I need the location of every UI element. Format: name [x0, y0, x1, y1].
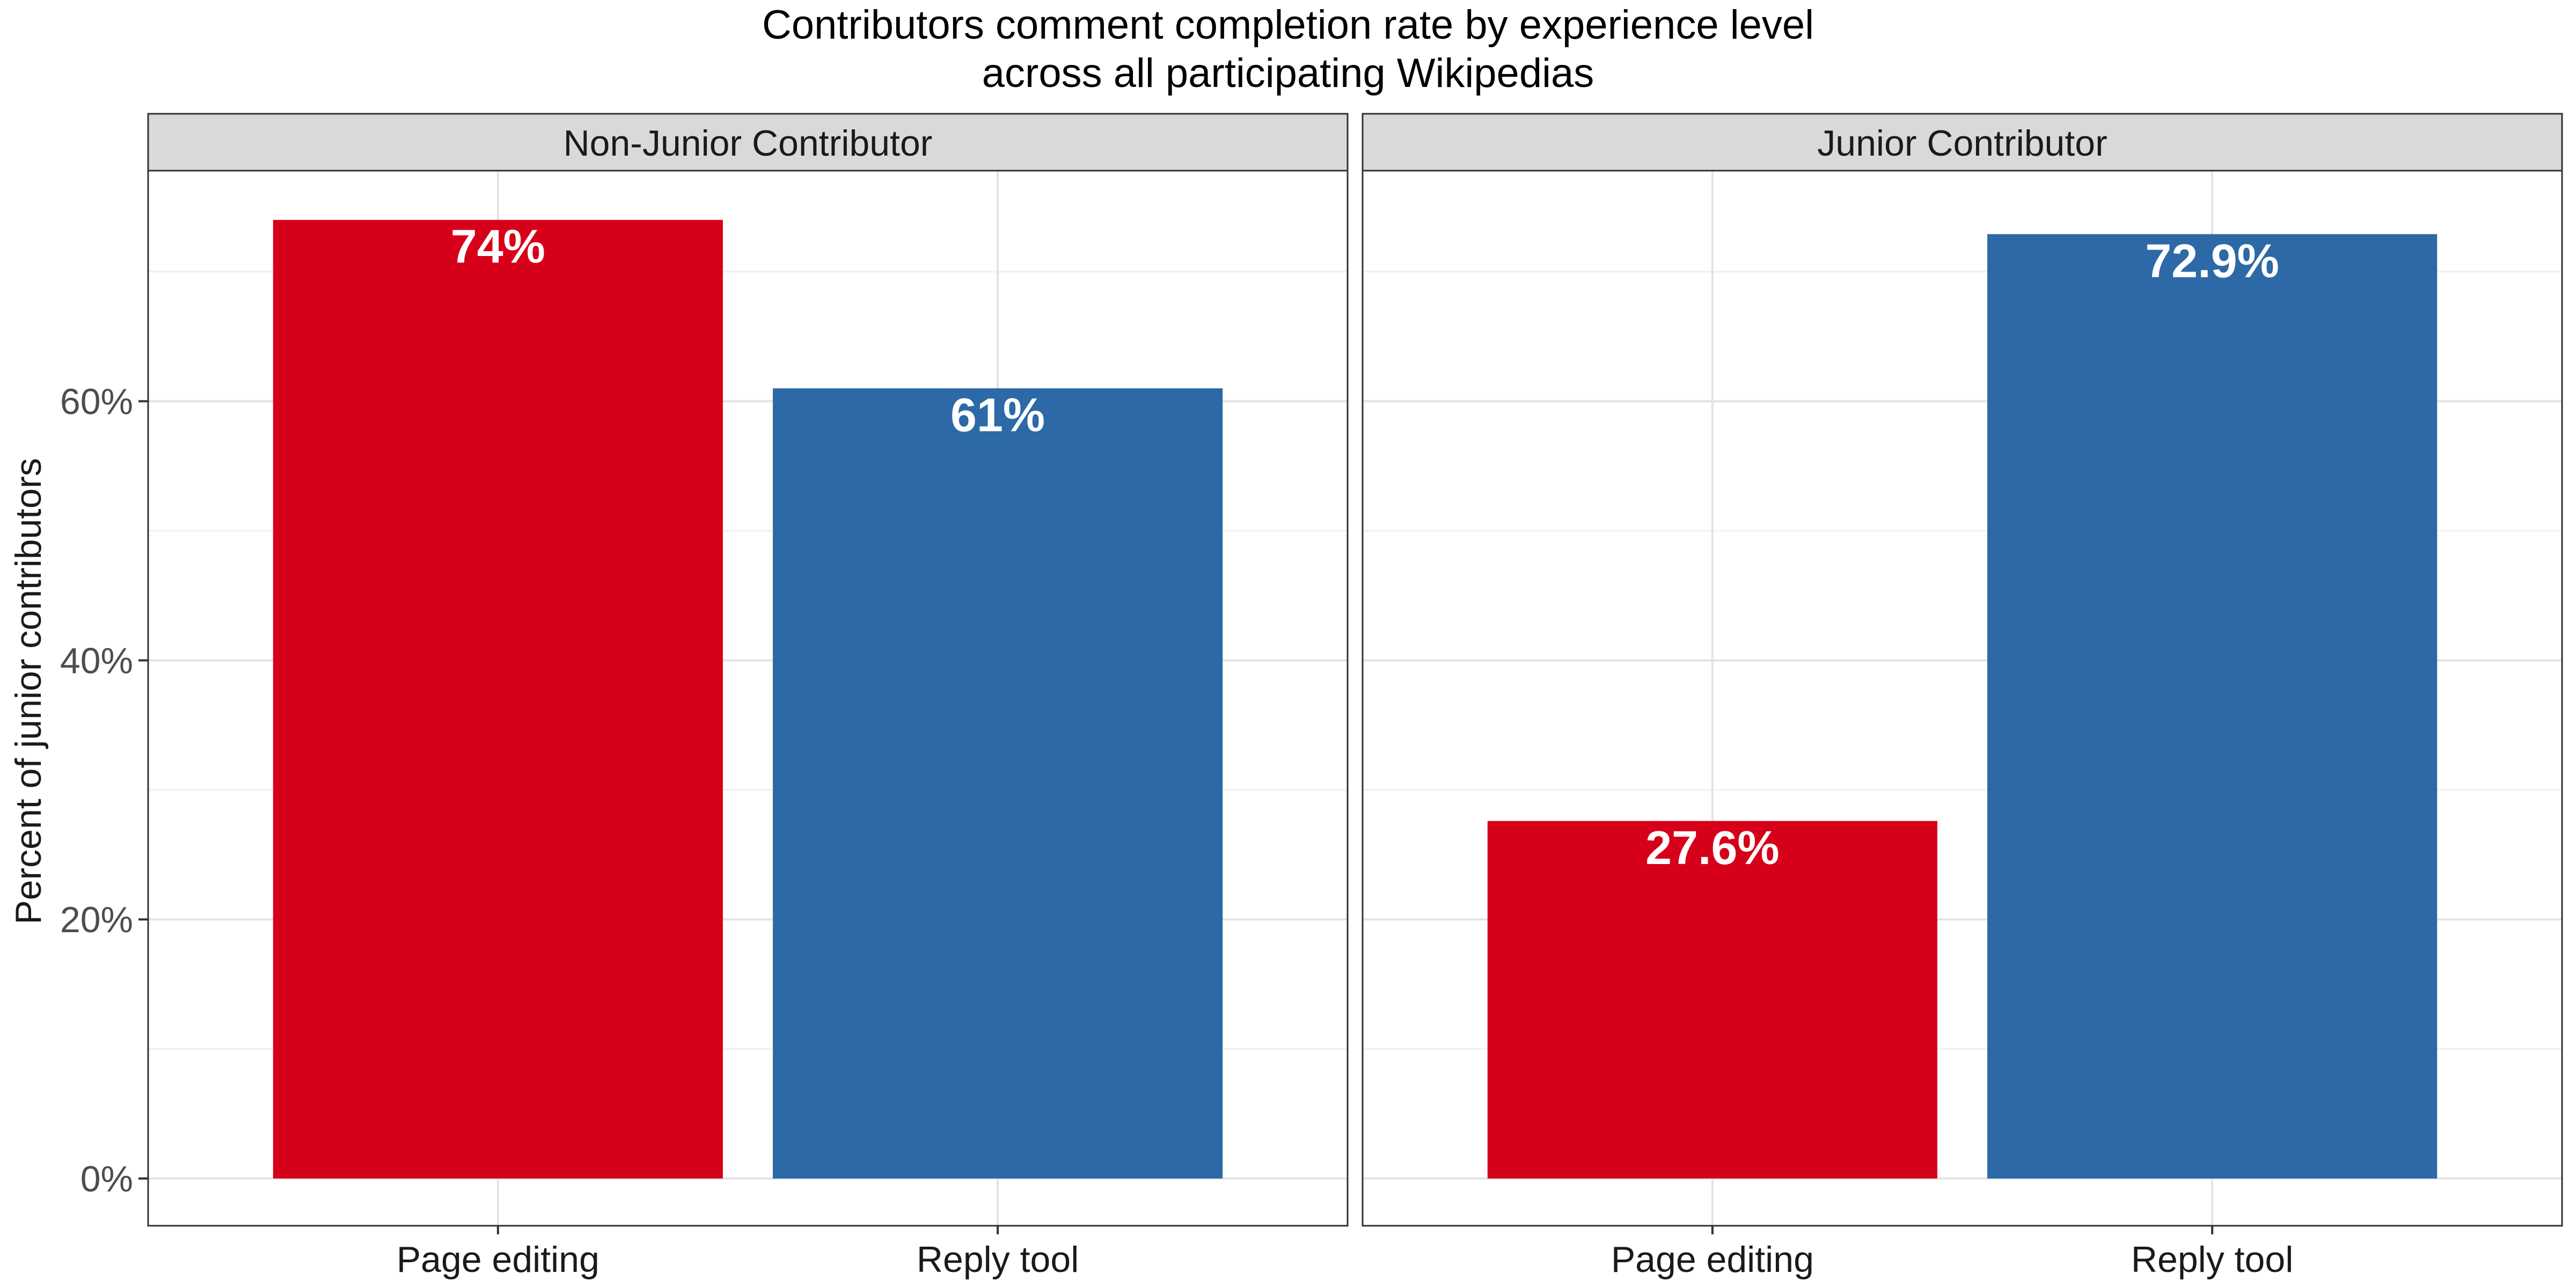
chart-panels: Non-Junior Contributor 74% Page editing 61%…: [147, 113, 2563, 1280]
x-tick-label: Page editing: [397, 1239, 599, 1280]
y-tick-label: 60%: [60, 382, 133, 422]
y-tick-label: 0%: [80, 1159, 133, 1199]
y-axis: 0% 20% 40% 60%: [60, 382, 148, 1199]
bar-value-label: 74%: [451, 220, 545, 273]
bar-value-label: 61%: [950, 389, 1045, 442]
x-tick-label: Reply tool: [917, 1239, 1079, 1280]
facet-panel: Junior Contributor 27.6% Page editing 72.9%…: [1362, 113, 2563, 1280]
bar: [273, 219, 723, 1179]
y-axis-title: Percent of junior contributors: [8, 458, 49, 924]
chart-title-line-2: across all participating Wikipedias: [982, 50, 1594, 96]
bar: [1987, 234, 2438, 1179]
facet-strip: [147, 113, 1349, 172]
chart-title-line-1: Contributors comment completion rate by …: [762, 2, 1814, 48]
panel-border: [1362, 170, 2563, 1227]
bar: [773, 388, 1223, 1179]
bar-value-label: 72.9%: [2145, 234, 2279, 287]
facet-panel: Non-Junior Contributor 74% Page editing 61%…: [147, 113, 1349, 1280]
facet-strip-label: Non-Junior Contributor: [564, 123, 933, 164]
y-tick-label: 20%: [60, 899, 133, 940]
y-tick-label: 40%: [60, 640, 133, 681]
bar: [1487, 821, 1937, 1179]
x-tick-label: Reply tool: [2131, 1239, 2293, 1280]
panel-border: [147, 170, 1349, 1227]
bar-value-label: 27.6%: [1645, 821, 1780, 874]
x-tick-label: Page editing: [1611, 1239, 1814, 1280]
facet-strip-label: Junior Contributor: [1817, 123, 2107, 164]
